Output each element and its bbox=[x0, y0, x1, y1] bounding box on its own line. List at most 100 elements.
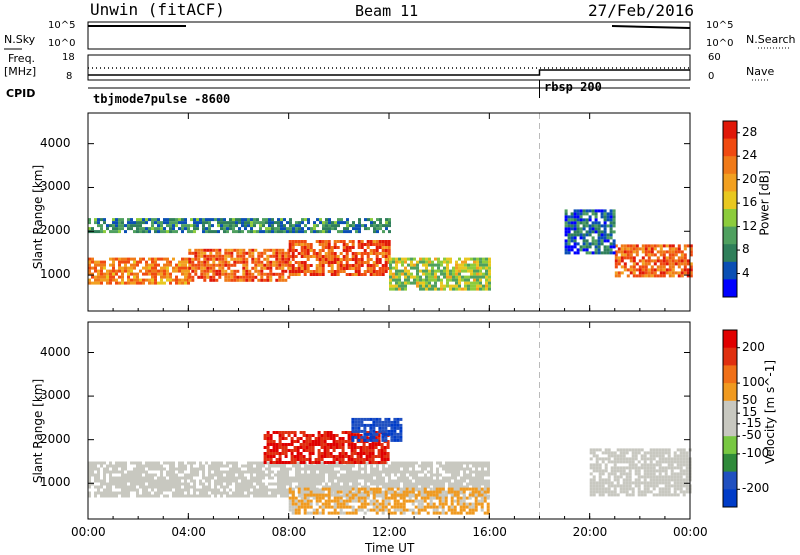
echo-cell bbox=[259, 464, 262, 468]
echo-cell bbox=[288, 499, 292, 503]
echo-cell bbox=[656, 259, 660, 263]
echo-cell bbox=[421, 485, 424, 489]
echo-cell bbox=[444, 493, 448, 497]
echo-cell bbox=[356, 458, 360, 461]
echo-cell bbox=[272, 461, 276, 464]
echo-cell bbox=[616, 481, 620, 485]
echo-cell bbox=[459, 508, 463, 512]
echo-cell bbox=[664, 460, 668, 464]
echo-cell bbox=[262, 488, 265, 492]
echo-cell bbox=[464, 284, 467, 288]
echo-cell bbox=[324, 252, 328, 255]
echo-cell bbox=[647, 259, 651, 263]
echo-cell bbox=[333, 493, 337, 497]
echo-cell bbox=[390, 429, 394, 433]
echo-cell bbox=[109, 482, 112, 486]
echo-cell bbox=[632, 271, 636, 275]
echo-cell bbox=[362, 461, 366, 464]
echo-cell bbox=[289, 467, 292, 471]
echo-cell bbox=[127, 224, 130, 228]
echo-cell bbox=[595, 481, 599, 485]
echo-cell bbox=[629, 271, 633, 275]
echo-cell bbox=[680, 274, 684, 278]
echo-cell bbox=[341, 443, 345, 446]
echo-cell bbox=[184, 227, 187, 231]
echo-cell bbox=[470, 287, 473, 291]
echo-cell bbox=[343, 479, 346, 483]
echo-cell bbox=[682, 448, 686, 452]
echo-cell bbox=[358, 224, 361, 228]
echo-cell bbox=[480, 496, 484, 500]
echo-cell bbox=[229, 494, 232, 498]
echo-cell bbox=[376, 473, 379, 477]
echo-cell bbox=[220, 227, 223, 231]
echo-cell bbox=[664, 475, 668, 479]
echo-cell bbox=[362, 443, 366, 446]
echo-cell bbox=[274, 482, 277, 486]
echo-cell bbox=[163, 488, 166, 492]
echo-cell bbox=[635, 247, 639, 251]
echo-cell bbox=[259, 227, 262, 231]
echo-cell bbox=[413, 257, 416, 261]
echo-cell bbox=[220, 479, 223, 483]
echo-cell bbox=[393, 417, 397, 421]
echo-cell bbox=[329, 455, 333, 458]
echo-cell bbox=[384, 249, 388, 252]
echo-cell bbox=[427, 479, 430, 483]
echo-cell bbox=[375, 417, 379, 421]
echo-cell bbox=[658, 475, 662, 479]
echo-cell bbox=[299, 455, 303, 458]
echo-cell bbox=[628, 472, 632, 476]
echo-cell bbox=[417, 508, 421, 512]
echo-cell bbox=[337, 230, 340, 234]
echo-cell bbox=[634, 484, 638, 488]
echo-cell bbox=[582, 245, 586, 249]
echo-cell bbox=[130, 227, 133, 231]
echo-cell bbox=[356, 455, 360, 458]
echo-cell bbox=[606, 251, 610, 255]
echo-cell bbox=[659, 259, 663, 263]
echo-cell bbox=[460, 491, 463, 495]
echo-cell bbox=[266, 452, 270, 455]
echo-cell bbox=[345, 252, 349, 255]
echo-cell bbox=[613, 493, 617, 497]
echo-cell bbox=[266, 248, 270, 252]
echo-cell bbox=[208, 470, 211, 474]
echo-cell bbox=[404, 257, 407, 261]
echo-cell bbox=[184, 485, 187, 489]
echo-cell bbox=[443, 266, 446, 270]
echo-cell bbox=[321, 502, 325, 506]
echo-cell bbox=[331, 473, 334, 477]
echo-cell bbox=[344, 461, 348, 464]
echo-cell bbox=[421, 464, 424, 468]
echo-cell bbox=[472, 470, 475, 474]
echo-cell bbox=[479, 284, 482, 288]
echo-cell bbox=[327, 490, 331, 494]
echo-cell bbox=[488, 272, 491, 276]
echo-cell bbox=[292, 464, 295, 468]
echo-cell bbox=[381, 420, 385, 424]
echo-cell bbox=[256, 479, 259, 483]
echo-cell bbox=[300, 246, 304, 249]
echo-cell bbox=[434, 263, 437, 267]
echo-cell bbox=[97, 467, 100, 471]
echo-cell bbox=[260, 254, 264, 258]
echo-cell bbox=[336, 496, 340, 500]
echo-cell bbox=[312, 496, 316, 500]
echo-cell bbox=[181, 257, 184, 261]
echo-cell bbox=[292, 476, 295, 480]
echo-cell bbox=[336, 246, 340, 249]
echo-cell bbox=[432, 505, 436, 509]
echo-cell bbox=[269, 254, 273, 258]
echo-cell bbox=[431, 275, 434, 279]
echo-cell bbox=[315, 273, 319, 276]
echo-cell bbox=[367, 479, 370, 483]
echo-cell bbox=[295, 485, 298, 489]
echo-cell bbox=[300, 264, 304, 267]
echo-cell bbox=[617, 259, 621, 263]
echo-cell bbox=[375, 261, 379, 264]
echo-cell bbox=[403, 464, 406, 468]
echo-cell bbox=[121, 281, 124, 285]
echo-cell bbox=[298, 221, 301, 225]
echo-cell bbox=[400, 461, 403, 465]
